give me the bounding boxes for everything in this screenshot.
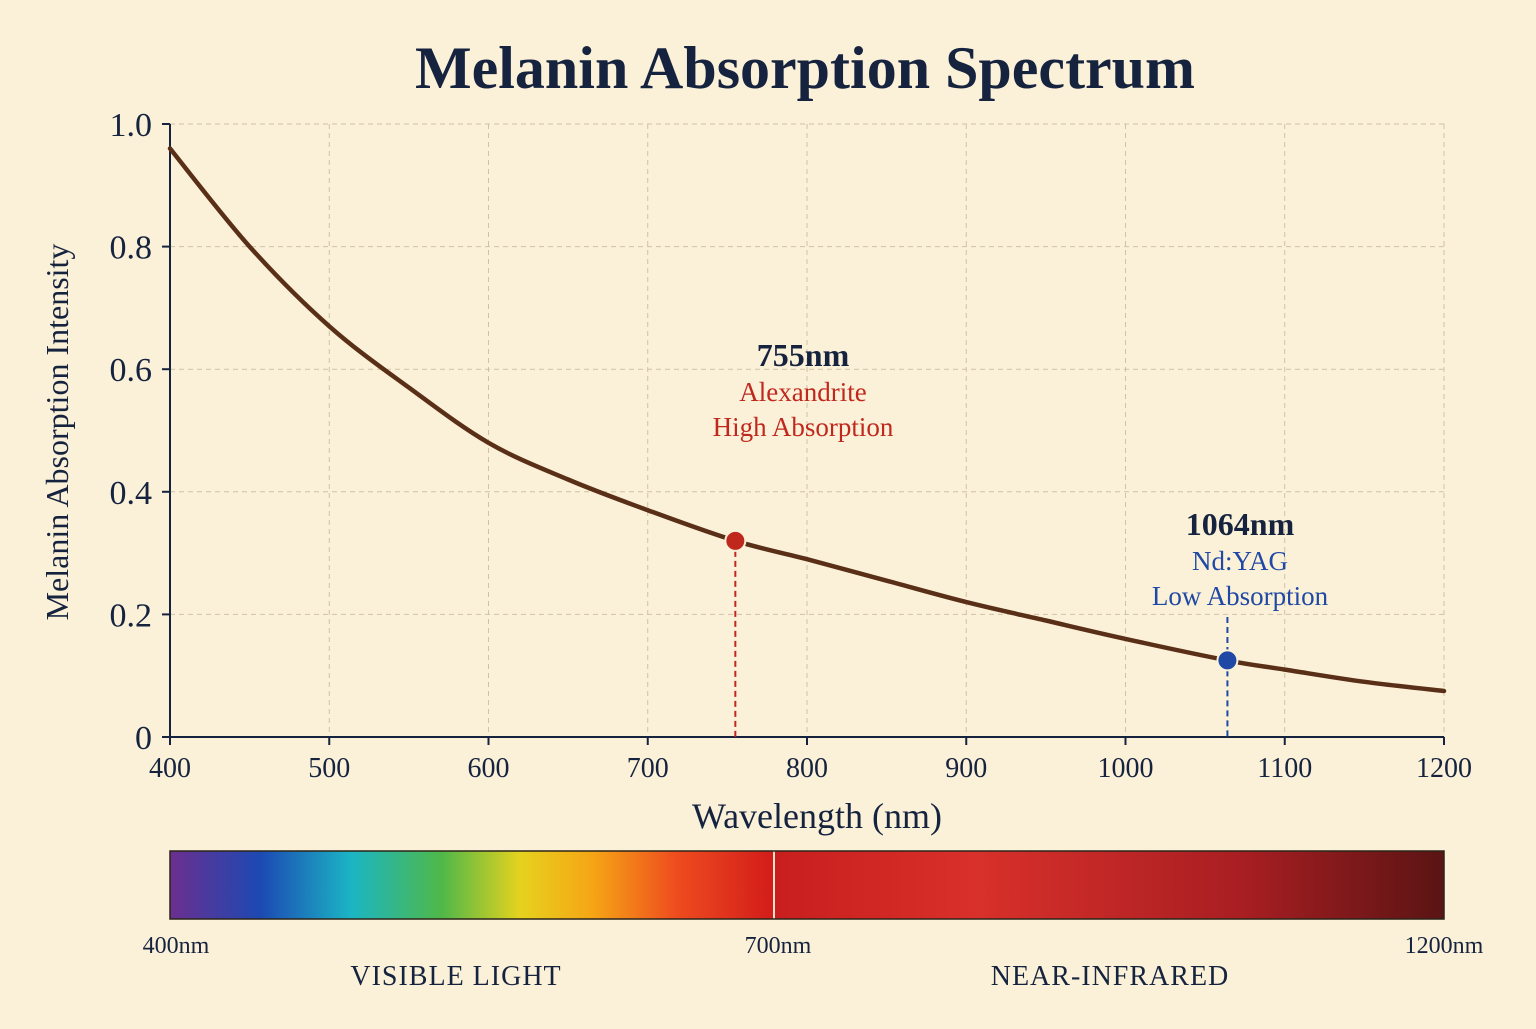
visible-light-label: VISIBLE LIGHT: [350, 961, 561, 992]
x-tick-label: 500: [308, 753, 350, 784]
y-tick-label: 1.0: [110, 107, 153, 144]
spectrum-start-label: 400nm: [143, 933, 210, 959]
y-axis-ticks: 0 0.2 0.4 0.6 0.8 1.0: [110, 107, 170, 757]
spectrum-bar: 400nm 700nm 1200nm VISIBLE LIGHT NEAR-IN…: [143, 850, 1484, 992]
x-tick-label: 1200: [1416, 753, 1472, 784]
y-tick-label: 0.4: [110, 475, 153, 512]
ndyag-marker-point: [1216, 649, 1239, 672]
x-tick-label: 800: [786, 753, 828, 784]
alexandrite-absorption-note: High Absorption: [713, 412, 894, 442]
near-infrared-band: [774, 851, 1444, 919]
y-axis-label: Melanin Absorption Intensity: [39, 244, 75, 621]
ndyag-absorption-note: Low Absorption: [1152, 581, 1329, 611]
x-axis-ticks: 400 500 600 700 800 900 1000 1100 1200: [149, 737, 1472, 784]
y-tick-label: 0.6: [110, 352, 153, 389]
x-tick-label: 400: [149, 753, 191, 784]
x-tick-label: 1000: [1098, 753, 1154, 784]
alexandrite-laser-name: Alexandrite: [739, 377, 866, 407]
y-tick-label: 0.2: [110, 597, 153, 634]
x-tick-label: 1100: [1257, 753, 1312, 784]
spectrum-mid-label: 700nm: [745, 933, 812, 959]
near-infrared-label: NEAR-INFRARED: [991, 961, 1230, 992]
spectrum-end-label: 1200nm: [1405, 933, 1484, 959]
visible-spectrum-band: [170, 851, 774, 919]
alexandrite-marker-point: [724, 529, 747, 552]
ndyag-wavelength-label: 1064nm: [1186, 506, 1295, 542]
x-tick-label: 700: [627, 753, 669, 784]
x-tick-label: 900: [945, 753, 987, 784]
annotation-layer: 755nm Alexandrite High Absorption 1064nm Nd:…: [713, 337, 1329, 737]
spectrum-bar-border: [169, 850, 1445, 920]
x-tick-label: 600: [468, 753, 510, 784]
alexandrite-wavelength-label: 755nm: [757, 337, 850, 373]
y-tick-label: 0.8: [110, 230, 153, 267]
x-axis-label: Wavelength (nm): [692, 796, 942, 836]
chart-title: Melanin Absorption Spectrum: [415, 35, 1195, 101]
y-tick-label: 0: [135, 720, 152, 757]
ndyag-laser-name: Nd:YAG: [1192, 546, 1288, 576]
grid: [170, 123, 1445, 737]
